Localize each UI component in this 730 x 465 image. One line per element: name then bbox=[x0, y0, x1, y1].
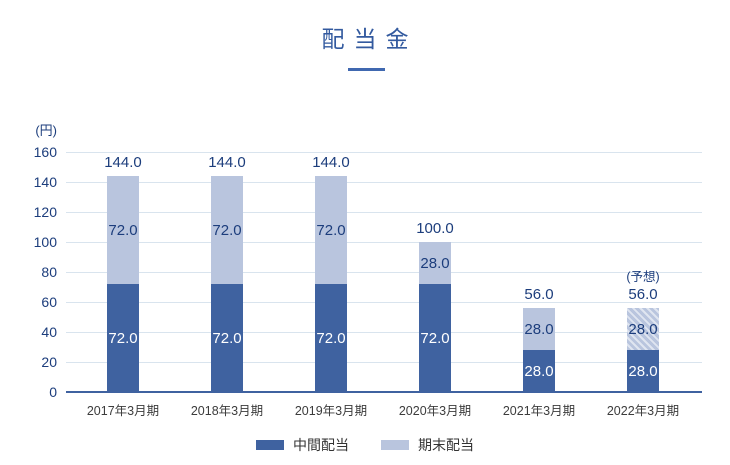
y-tick-label-20: 20 bbox=[41, 354, 57, 370]
legend-item-interim: 中間配当 bbox=[256, 435, 349, 455]
legend-item-yearend: 期末配当 bbox=[381, 435, 474, 455]
gridline-160 bbox=[66, 152, 702, 153]
bar-segment-yearend-2022年3月期: 28.0 bbox=[627, 308, 659, 350]
bar-segment-interim-2021年3月期: 28.0 bbox=[523, 350, 555, 392]
y-tick-label-60: 60 bbox=[41, 294, 57, 310]
bar-segment-interim-2019年3月期: 72.0 bbox=[315, 284, 347, 392]
gridline-100 bbox=[66, 242, 702, 243]
y-tick-label-160: 160 bbox=[33, 144, 57, 160]
plot-area: 0 20 40 60 80 100 120 140 160 72.0 72.0 144.0 2017年3… bbox=[34, 144, 702, 418]
gridline-40 bbox=[66, 332, 702, 333]
bar-segment-yearend-2021年3月期: 28.0 bbox=[523, 308, 555, 350]
bar-total-label-2020年3月期: 100.0 bbox=[416, 220, 454, 237]
forecast-note: (予想) bbox=[626, 270, 660, 284]
gridline-140 bbox=[66, 182, 702, 183]
legend-label-yearend: 期末配当 bbox=[418, 437, 474, 453]
bar-segment-yearend-2018年3月期: 72.0 bbox=[211, 176, 243, 284]
bar-segment-interim-2020年3月期: 72.0 bbox=[419, 284, 451, 392]
yearend-dividend-swatch bbox=[381, 440, 409, 450]
y-tick-label-140: 140 bbox=[33, 174, 57, 190]
x-axis-label-2022年3月期: 2022年3月期 bbox=[606, 404, 680, 418]
gridline-60 bbox=[66, 302, 702, 303]
y-tick-label-0: 0 bbox=[49, 384, 57, 400]
y-tick-label-100: 100 bbox=[33, 234, 57, 250]
y-tick-label-40: 40 bbox=[41, 324, 57, 340]
bar-total-label-2019年3月期: 144.0 bbox=[312, 154, 350, 171]
legend-label-interim: 中間配当 bbox=[293, 437, 349, 453]
y-tick-label-120: 120 bbox=[33, 204, 57, 220]
title-underline-decoration bbox=[348, 68, 385, 71]
x-axis-label-2019年3月期: 2019年3月期 bbox=[294, 404, 368, 418]
x-axis-label-2020年3月期: 2020年3月期 bbox=[398, 404, 472, 418]
x-axis-label-2021年3月期: 2021年3月期 bbox=[502, 404, 576, 418]
gridline-20 bbox=[66, 362, 702, 363]
y-tick-label-80: 80 bbox=[41, 264, 57, 280]
bar-total-label-2021年3月期: 56.0 bbox=[524, 286, 554, 303]
bar-total-label-2018年3月期: 144.0 bbox=[208, 154, 246, 171]
legend: 中間配当 期末配当 bbox=[0, 435, 730, 455]
chart-title: 配当金 bbox=[321, 26, 418, 52]
bar-segment-interim-2022年3月期: 28.0 bbox=[627, 350, 659, 392]
gridline-120 bbox=[66, 212, 702, 213]
x-axis-label-2017年3月期: 2017年3月期 bbox=[86, 404, 160, 418]
x-axis-baseline bbox=[66, 391, 702, 393]
gridline-80 bbox=[66, 272, 702, 273]
bar-total-label-2017年3月期: 144.0 bbox=[104, 154, 142, 171]
x-axis-label-2018年3月期: 2018年3月期 bbox=[190, 404, 264, 418]
bar-segment-yearend-2020年3月期: 28.0 bbox=[419, 242, 451, 284]
y-axis-unit-label: (円) bbox=[35, 123, 57, 138]
interim-dividend-swatch bbox=[256, 440, 284, 450]
bar-segment-yearend-2019年3月期: 72.0 bbox=[315, 176, 347, 284]
bar-segment-yearend-2017年3月期: 72.0 bbox=[107, 176, 139, 284]
bar-segment-interim-2018年3月期: 72.0 bbox=[211, 284, 243, 392]
bar-segment-interim-2017年3月期: 72.0 bbox=[107, 284, 139, 392]
bar-total-label-2022年3月期: 56.0 bbox=[628, 286, 658, 303]
